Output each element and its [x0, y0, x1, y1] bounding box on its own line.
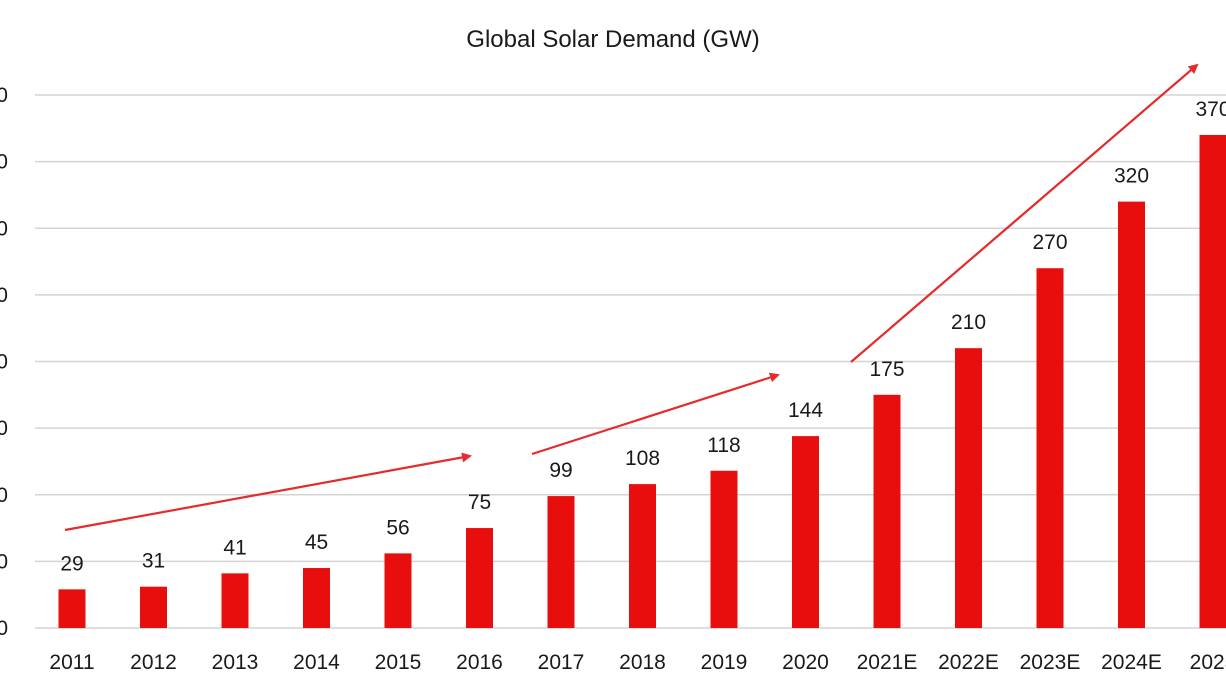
data-label: 144 — [788, 399, 823, 422]
trend-arrow — [850, 63, 1199, 363]
bar — [221, 573, 249, 628]
data-label: 270 — [1032, 231, 1067, 254]
y-tick-label: 250 — [0, 284, 8, 307]
bar — [1199, 134, 1226, 628]
data-label: 45 — [305, 531, 328, 554]
x-tick-label: 2023E — [1020, 651, 1081, 674]
bar — [303, 568, 330, 628]
y-tick-label: 300 — [0, 217, 8, 240]
x-tick-label: 2024E — [1101, 651, 1162, 674]
x-tick-label: 2021E — [857, 651, 918, 674]
y-tick-label: 200 — [0, 351, 8, 374]
trend-arrow — [531, 372, 780, 456]
bar — [710, 470, 738, 628]
data-label: 99 — [549, 459, 572, 482]
bar — [1118, 201, 1145, 628]
bar — [466, 528, 493, 628]
bar — [629, 484, 656, 628]
y-tick-label: 350 — [0, 151, 8, 174]
y-tick-label: 400 — [0, 84, 8, 107]
data-label: 75 — [468, 491, 491, 514]
data-label: 118 — [707, 434, 740, 457]
data-label: 108 — [625, 447, 660, 470]
data-label: 320 — [1114, 165, 1149, 188]
bar — [384, 553, 412, 628]
data-label: 41 — [223, 536, 246, 559]
x-tick-label: 2019 — [701, 651, 748, 674]
x-tick-label: 2013 — [212, 651, 259, 674]
x-tick-label: 2022E — [938, 651, 999, 674]
chart-title: Global Solar Demand (GW) — [466, 26, 760, 53]
x-tick-label: 2014 — [293, 651, 340, 674]
bar — [873, 394, 901, 628]
bar — [955, 348, 982, 628]
x-tick-label: 2015 — [375, 651, 422, 674]
data-label: 370 — [1195, 98, 1226, 121]
x-tick-label: 2017 — [538, 651, 585, 674]
bar — [792, 436, 819, 628]
y-tick-label: 100 — [0, 484, 8, 507]
data-label: 175 — [869, 358, 904, 381]
data-label: 29 — [60, 552, 83, 575]
data-label: 210 — [951, 311, 986, 334]
bar — [58, 589, 86, 628]
data-label: 56 — [386, 516, 409, 539]
x-tick-label: 2018 — [619, 651, 666, 674]
x-tick-label: 2012 — [130, 651, 177, 674]
trend-arrow — [64, 452, 472, 532]
x-tick-label: 2020 — [782, 651, 829, 674]
x-tick-label: 2016 — [456, 651, 503, 674]
y-tick-label: 150 — [0, 417, 8, 440]
y-tick-label: 50 — [0, 550, 8, 573]
y-tick-label: 0 — [0, 617, 8, 640]
x-tick-label: 2025 — [1190, 651, 1226, 674]
bar — [547, 496, 575, 628]
x-tick-label: 2011 — [49, 651, 94, 674]
bar — [140, 586, 167, 628]
data-label: 31 — [142, 550, 165, 573]
bar — [1036, 268, 1064, 628]
